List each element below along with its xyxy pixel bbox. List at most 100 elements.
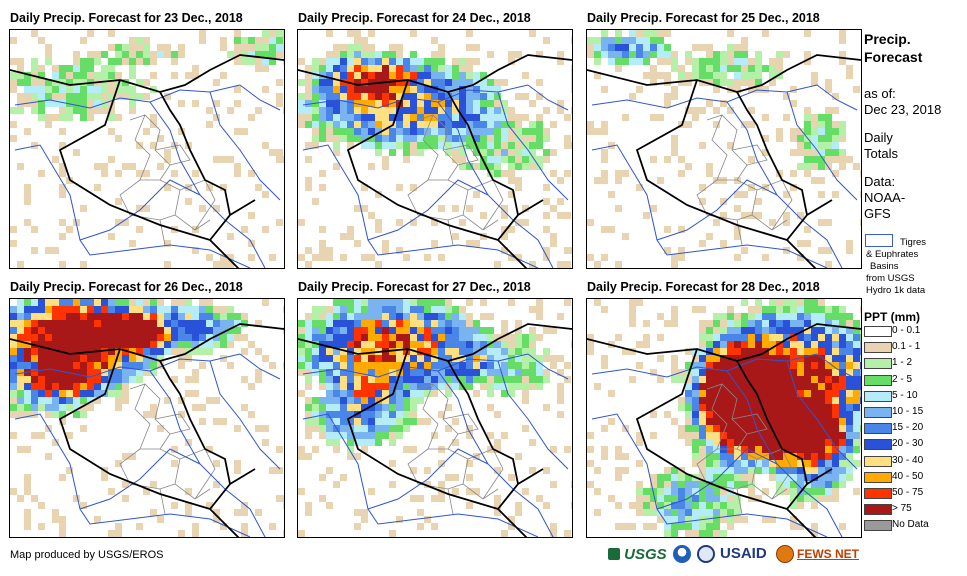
precip-cell bbox=[487, 404, 494, 411]
precip-cell bbox=[860, 390, 861, 397]
precip-cell bbox=[31, 397, 38, 404]
precip-cell bbox=[59, 390, 66, 397]
precip-cell bbox=[706, 439, 713, 446]
precip-cell bbox=[860, 404, 861, 411]
precip-cell bbox=[811, 404, 818, 411]
precip-cell bbox=[615, 334, 622, 341]
precip-cell bbox=[839, 348, 846, 355]
precip-cell bbox=[734, 313, 741, 320]
precip-cell bbox=[319, 397, 326, 404]
precip-cell bbox=[80, 425, 87, 432]
precip-cell bbox=[466, 341, 473, 348]
precip-cell bbox=[522, 390, 529, 397]
usgs-wave-icon bbox=[608, 548, 620, 560]
precip-cell bbox=[347, 376, 354, 383]
precip-cell bbox=[790, 383, 797, 390]
precip-cell bbox=[790, 306, 797, 313]
precip-cell bbox=[410, 397, 417, 404]
precip-cell bbox=[431, 348, 438, 355]
precip-cell bbox=[340, 86, 347, 93]
noaa-logo-icon bbox=[673, 545, 691, 563]
precip-cell bbox=[59, 184, 66, 191]
precip-cell bbox=[368, 425, 375, 432]
precip-cell bbox=[713, 460, 720, 467]
precip-cell bbox=[10, 226, 17, 233]
precip-cell bbox=[185, 306, 192, 313]
precip-cell bbox=[10, 37, 17, 44]
precip-cell bbox=[487, 107, 494, 114]
precip-cell bbox=[347, 142, 354, 149]
precip-cell bbox=[122, 481, 129, 488]
precip-cell bbox=[403, 93, 410, 100]
precip-cell bbox=[368, 355, 375, 362]
precip-cell bbox=[692, 425, 699, 432]
precip-cell bbox=[52, 100, 59, 107]
precip-cell bbox=[473, 191, 480, 198]
precip-cell bbox=[171, 313, 178, 320]
precip-cell bbox=[790, 474, 797, 481]
precip-cell bbox=[375, 355, 382, 362]
precip-cell bbox=[720, 341, 727, 348]
precip-cell bbox=[438, 44, 445, 51]
precip-cell bbox=[452, 107, 459, 114]
precip-cell bbox=[685, 404, 692, 411]
precip-cell bbox=[671, 355, 678, 362]
precip-cell bbox=[790, 481, 797, 488]
precip-cell bbox=[431, 100, 438, 107]
precip-cell bbox=[283, 502, 284, 509]
precip-cell bbox=[164, 341, 171, 348]
precip-cell bbox=[846, 397, 853, 404]
precip-cell bbox=[312, 327, 319, 334]
precip-cell bbox=[480, 107, 487, 114]
precip-cell bbox=[326, 51, 333, 58]
precip-cell bbox=[811, 362, 818, 369]
precip-cell bbox=[80, 313, 87, 320]
precip-cell bbox=[748, 65, 755, 72]
precip-cell bbox=[699, 418, 706, 425]
precip-cell bbox=[445, 149, 452, 156]
precip-cell bbox=[601, 149, 608, 156]
precip-cell bbox=[101, 320, 108, 327]
precip-cell bbox=[305, 348, 312, 355]
precip-cell bbox=[361, 86, 368, 93]
precip-cell bbox=[164, 51, 171, 58]
precip-cell bbox=[101, 86, 108, 93]
precip-cell bbox=[452, 439, 459, 446]
precip-cell bbox=[860, 306, 861, 313]
precip-cell bbox=[515, 355, 522, 362]
precip-cell bbox=[692, 404, 699, 411]
precip-cell bbox=[52, 390, 59, 397]
precip-cell bbox=[713, 411, 720, 418]
precip-cell bbox=[38, 404, 45, 411]
precip-cell bbox=[319, 348, 326, 355]
precip-cell bbox=[269, 37, 276, 44]
precip-cell bbox=[45, 121, 52, 128]
precip-cell bbox=[389, 460, 396, 467]
precip-cell bbox=[657, 509, 664, 516]
precip-cell bbox=[501, 107, 508, 114]
legend-swatch bbox=[864, 407, 892, 418]
precip-cell bbox=[115, 460, 122, 467]
precip-cell bbox=[24, 516, 31, 523]
precip-cell bbox=[396, 390, 403, 397]
precip-cell bbox=[31, 404, 38, 411]
legend-swatch bbox=[864, 423, 892, 435]
precip-cell bbox=[305, 114, 312, 121]
precip-cell bbox=[361, 37, 368, 44]
precip-cell bbox=[206, 306, 213, 313]
precip-cell bbox=[340, 418, 347, 425]
precip-cell bbox=[59, 114, 66, 121]
precip-cell bbox=[846, 240, 853, 247]
precip-cell bbox=[536, 355, 543, 362]
precip-cell bbox=[762, 341, 769, 348]
precip-cell bbox=[741, 212, 748, 219]
precip-cell bbox=[80, 376, 87, 383]
precip-cell bbox=[776, 369, 783, 376]
totals-label: Totals bbox=[864, 146, 898, 161]
legend-swatch bbox=[864, 374, 892, 386]
precip-cell bbox=[734, 397, 741, 404]
precip-cell bbox=[326, 383, 333, 390]
precip-cell bbox=[389, 65, 396, 72]
precip-cell bbox=[466, 79, 473, 86]
precip-cell bbox=[804, 355, 811, 362]
